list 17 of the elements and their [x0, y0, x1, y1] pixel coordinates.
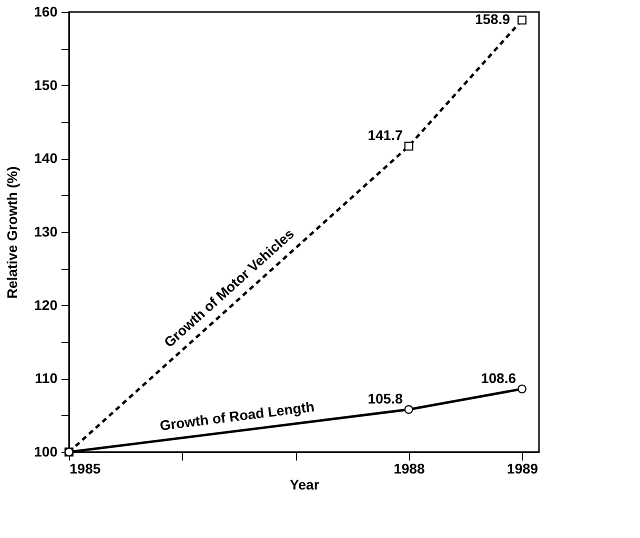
text: Growth of Road Length: [158, 398, 316, 434]
y-tick-label: 120: [34, 296, 58, 313]
y-axis-title: Relative Growth (%): [4, 166, 20, 299]
y-tick-label: 150: [34, 76, 58, 93]
data-label: 158.9: [474, 11, 510, 28]
y-tick-label: 160: [34, 4, 58, 20]
y-tick-label: 100: [34, 444, 58, 460]
x-tick-label: 1988: [394, 460, 426, 476]
y-tick-label: 110: [34, 370, 58, 386]
data-label: 108.6: [480, 370, 516, 386]
data-label: 141.7: [368, 127, 403, 144]
data-label: 105.8: [368, 390, 403, 406]
x-axis-title: Year: [290, 476, 320, 492]
y-tick-label: 140: [34, 150, 58, 166]
x-tick-label: 1985: [70, 460, 101, 476]
y-tick-label: 130: [34, 224, 58, 240]
x-tick-label: 1989: [506, 460, 538, 476]
